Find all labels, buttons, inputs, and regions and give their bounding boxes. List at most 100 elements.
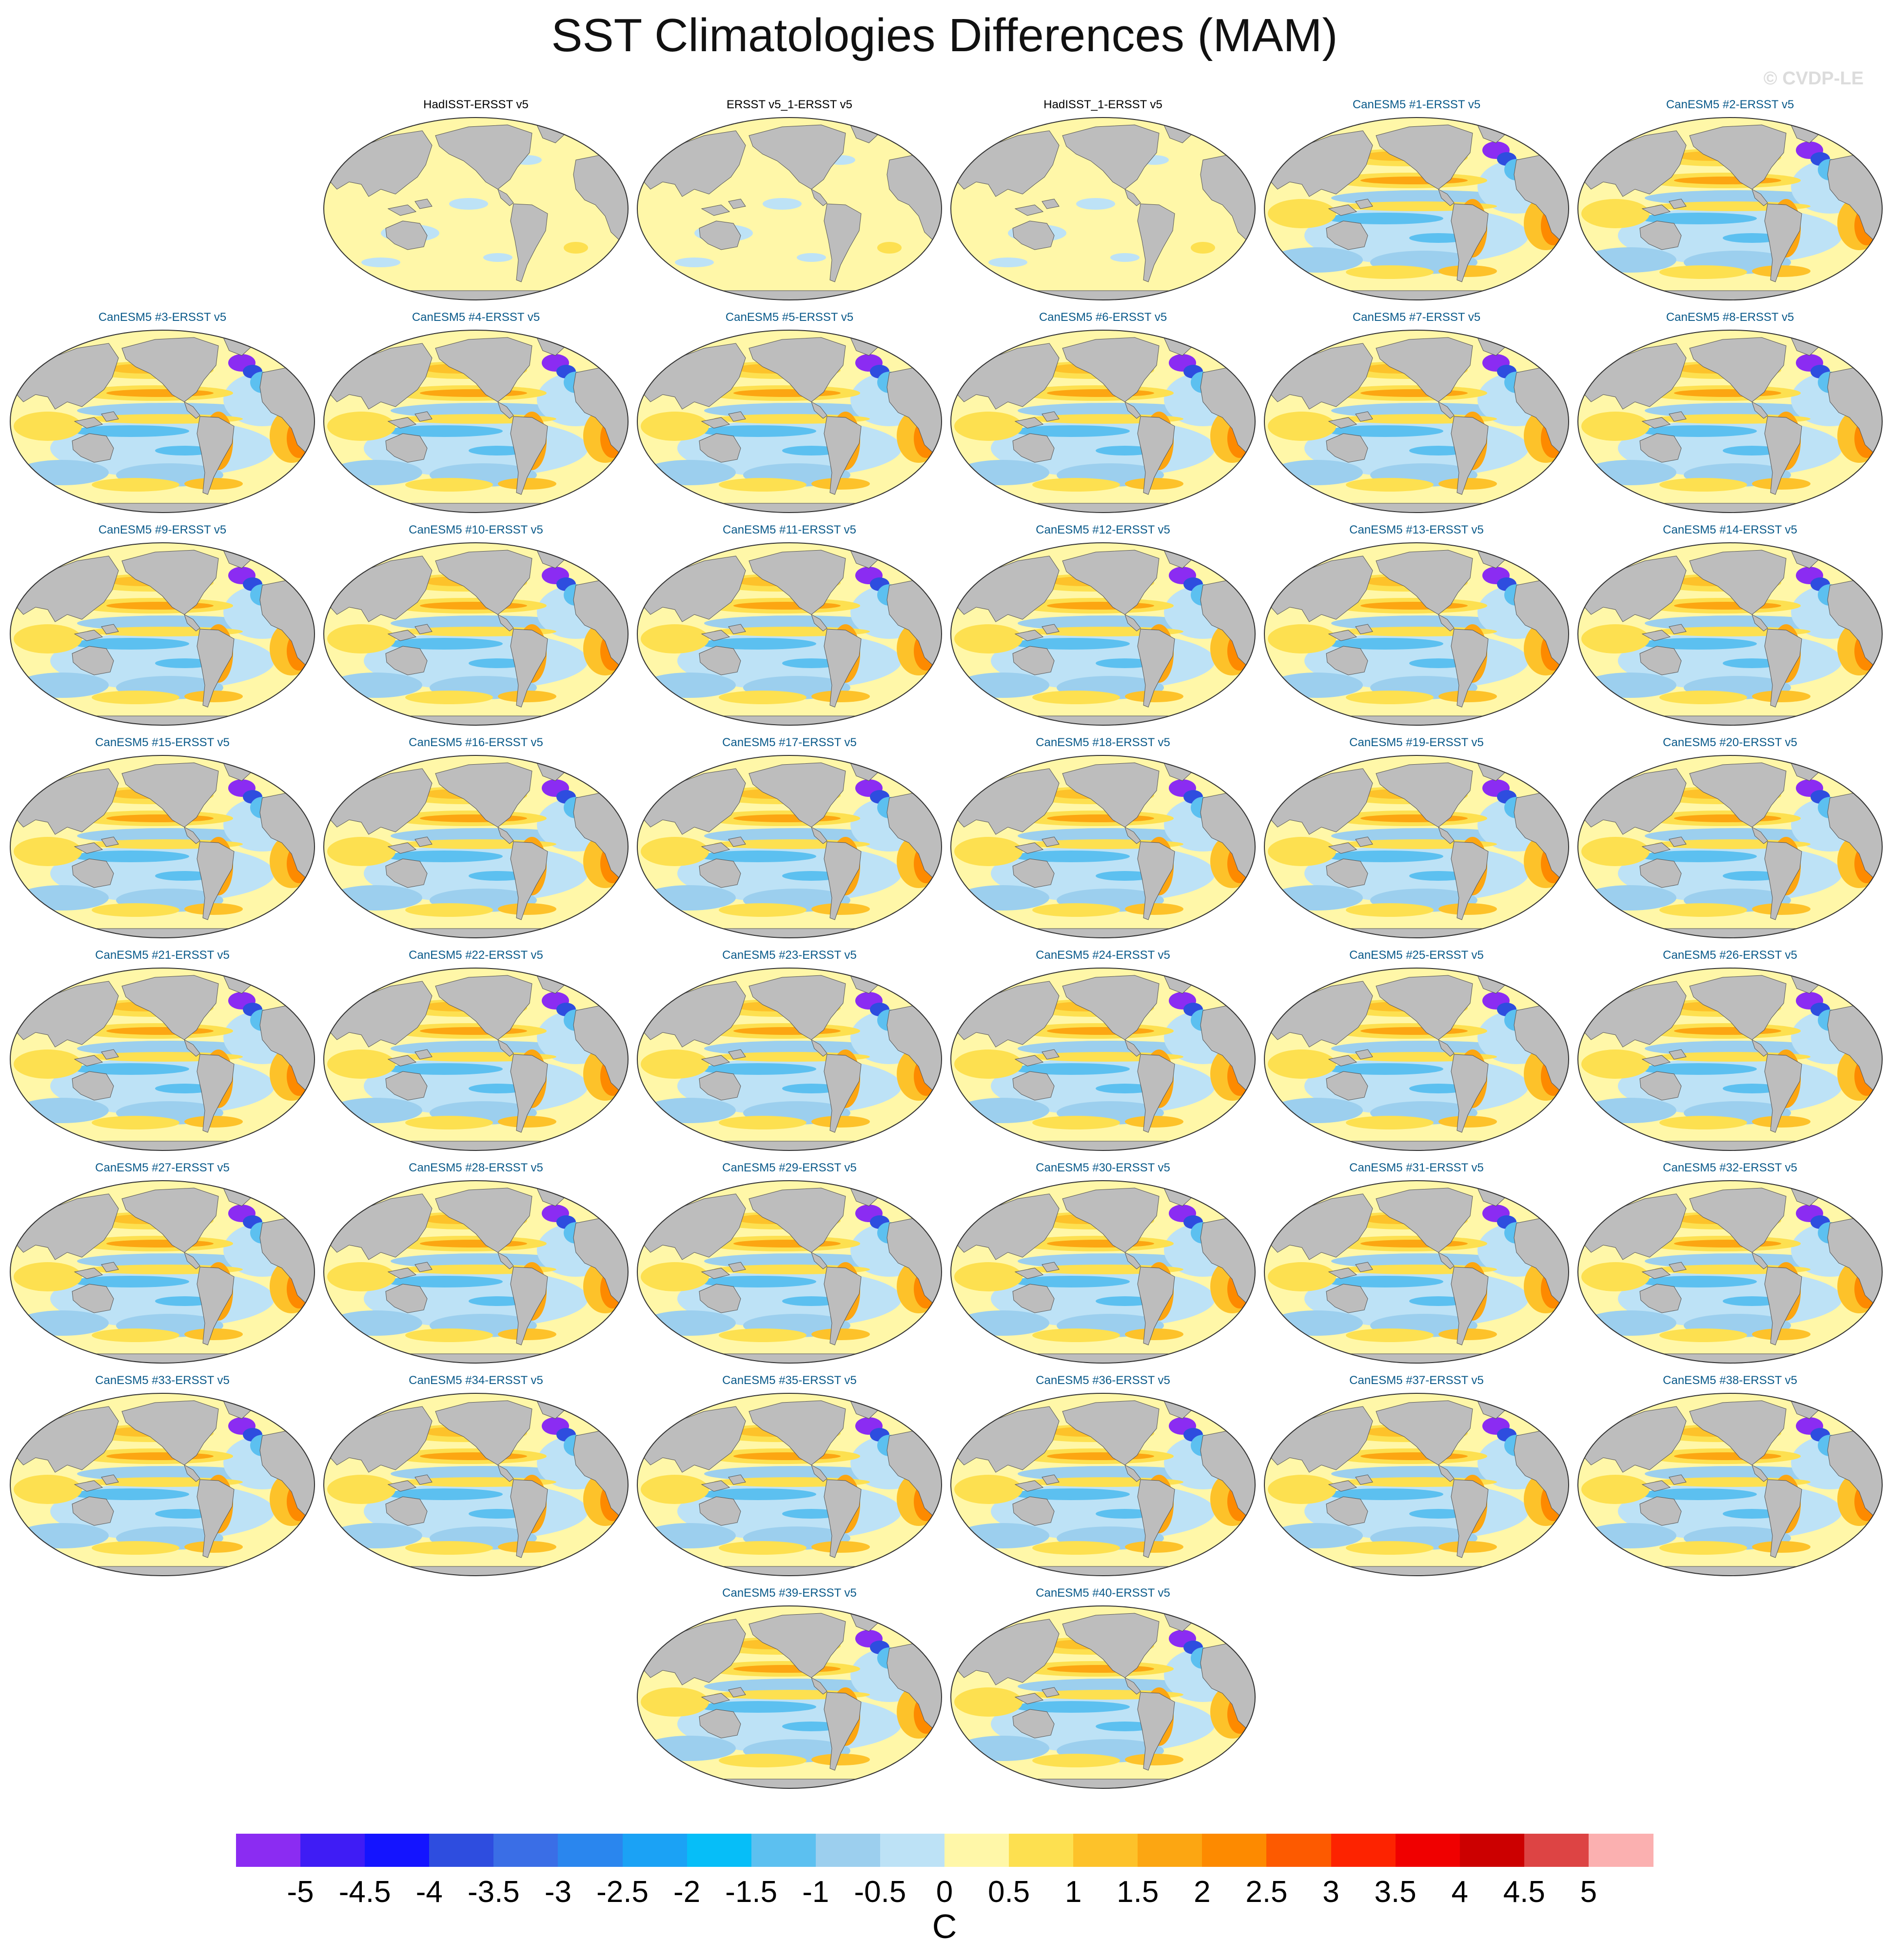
colorbar-swatch <box>944 1834 1009 1867</box>
map-panel: CanESM5 #23-ERSST v5 <box>636 948 943 1153</box>
colorbar-swatch <box>1009 1834 1074 1867</box>
globe-outline <box>1264 542 1569 726</box>
globe-map <box>637 1605 942 1789</box>
map-panel: CanESM5 #25-ERSST v5 <box>1263 948 1570 1153</box>
globe-outline <box>10 330 315 513</box>
panel-title: CanESM5 #12-ERSST v5 <box>1036 523 1170 536</box>
map-panel: CanESM5 #16-ERSST v5 <box>322 735 630 940</box>
map-panel: ERSST v5_1-ERSST v5 <box>636 98 943 302</box>
panel-title: CanESM5 #35-ERSST v5 <box>722 1374 857 1387</box>
panel-title: HadISST_1-ERSST v5 <box>1043 98 1162 111</box>
panel-title: CanESM5 #19-ERSST v5 <box>1349 736 1484 749</box>
globe-outline <box>10 968 315 1151</box>
map-panel: CanESM5 #14-ERSST v5 <box>1576 523 1884 728</box>
globe-outline <box>950 330 1256 513</box>
globe-map <box>1577 968 1883 1151</box>
panel-title: CanESM5 #9-ERSST v5 <box>98 523 227 536</box>
colorbar-swatch <box>236 1834 301 1867</box>
globe-map <box>1264 542 1569 726</box>
map-panel: CanESM5 #35-ERSST v5 <box>636 1373 943 1578</box>
map-panel: CanESM5 #18-ERSST v5 <box>949 735 1257 940</box>
globe-outline <box>950 1393 1256 1576</box>
colorbar-tick-label: -4.5 <box>338 1875 391 1909</box>
globe-outline <box>1577 1180 1883 1364</box>
globe-map <box>323 542 629 726</box>
globe-outline <box>1577 330 1883 513</box>
map-panel: CanESM5 #27-ERSST v5 <box>9 1161 316 1366</box>
globe-outline <box>1264 117 1569 300</box>
globe-outline <box>1264 330 1569 513</box>
map-panel: CanESM5 #30-ERSST v5 <box>949 1161 1257 1366</box>
map-panel: CanESM5 #33-ERSST v5 <box>9 1373 316 1578</box>
panel-title: CanESM5 #38-ERSST v5 <box>1663 1374 1797 1387</box>
globe-outline <box>950 1180 1256 1364</box>
map-panel: CanESM5 #38-ERSST v5 <box>1576 1373 1884 1578</box>
globe-map <box>1577 1180 1883 1364</box>
colorbar-swatch <box>687 1834 752 1867</box>
globe-outline <box>323 330 629 513</box>
globe-map <box>637 755 942 938</box>
globe-map <box>1577 542 1883 726</box>
watermark: © CVDP-LE <box>1763 68 1864 89</box>
colorbar-swatch <box>622 1834 688 1867</box>
panel-title: CanESM5 #4-ERSST v5 <box>412 311 540 324</box>
panel-title: CanESM5 #18-ERSST v5 <box>1036 736 1170 749</box>
colorbar-swatch <box>365 1834 430 1867</box>
map-panel: CanESM5 #21-ERSST v5 <box>9 948 316 1153</box>
panel-title: CanESM5 #33-ERSST v5 <box>95 1374 230 1387</box>
map-panel: CanESM5 #28-ERSST v5 <box>322 1161 630 1366</box>
panel-title: CanESM5 #7-ERSST v5 <box>1352 311 1481 324</box>
globe-outline <box>323 1393 629 1576</box>
map-panel: CanESM5 #5-ERSST v5 <box>636 310 943 515</box>
panel-title: CanESM5 #29-ERSST v5 <box>722 1161 857 1174</box>
panel-title: CanESM5 #2-ERSST v5 <box>1666 98 1794 111</box>
colorbar-swatch <box>1073 1834 1138 1867</box>
panel-title: CanESM5 #21-ERSST v5 <box>95 949 230 962</box>
globe-outline <box>323 1180 629 1364</box>
colorbar-tick-label: 1 <box>1064 1875 1082 1909</box>
map-panel: CanESM5 #19-ERSST v5 <box>1263 735 1570 940</box>
panel-title: CanESM5 #34-ERSST v5 <box>409 1374 543 1387</box>
globe-map <box>1264 755 1569 938</box>
map-panel: HadISST-ERSST v5 <box>322 98 630 302</box>
map-panel: CanESM5 #15-ERSST v5 <box>9 735 316 940</box>
colorbar-swatch <box>493 1834 559 1867</box>
panel-title: CanESM5 #22-ERSST v5 <box>409 949 543 962</box>
panel-title: CanESM5 #37-ERSST v5 <box>1349 1374 1484 1387</box>
colorbar-swatch <box>1266 1834 1332 1867</box>
panel-title: CanESM5 #3-ERSST v5 <box>98 311 227 324</box>
colorbar-swatch <box>1459 1834 1525 1867</box>
panel-title: CanESM5 #6-ERSST v5 <box>1039 311 1167 324</box>
figure-title: SST Climatologies Differences (MAM) <box>551 9 1338 61</box>
globe-outline <box>10 755 315 938</box>
map-panel: CanESM5 #8-ERSST v5 <box>1576 310 1884 515</box>
globe-outline <box>950 117 1256 300</box>
globe-outline <box>10 1180 315 1364</box>
globe-map <box>323 117 629 300</box>
globe-outline <box>950 542 1256 726</box>
globe-outline <box>1577 968 1883 1151</box>
globe-outline <box>637 330 942 513</box>
globe-map <box>1264 117 1569 300</box>
map-panel: CanESM5 #22-ERSST v5 <box>322 948 630 1153</box>
globe-outline <box>1577 1393 1883 1576</box>
colorbar-tick-label: -5 <box>287 1875 314 1909</box>
map-panel: CanESM5 #1-ERSST v5 <box>1263 98 1570 302</box>
colorbar-swatch <box>751 1834 816 1867</box>
globe-map <box>637 330 942 513</box>
map-panel: CanESM5 #37-ERSST v5 <box>1263 1373 1570 1578</box>
globe-outline <box>323 968 629 1151</box>
panel-title: CanESM5 #17-ERSST v5 <box>722 736 857 749</box>
colorbar-tick-label: 1.5 <box>1117 1875 1159 1909</box>
globe-map <box>10 755 315 938</box>
map-panel: HadISST_1-ERSST v5 <box>949 98 1257 302</box>
map-panel: CanESM5 #3-ERSST v5 <box>9 310 316 515</box>
panel-title: CanESM5 #10-ERSST v5 <box>409 523 543 536</box>
globe-map <box>637 1393 942 1576</box>
panel-title: CanESM5 #40-ERSST v5 <box>1036 1586 1170 1600</box>
globe-map <box>950 968 1256 1151</box>
globe-outline <box>10 542 315 726</box>
colorbar-tick-label: -3.5 <box>467 1875 520 1909</box>
globe-outline <box>637 1605 942 1789</box>
globe-map <box>1264 968 1569 1151</box>
